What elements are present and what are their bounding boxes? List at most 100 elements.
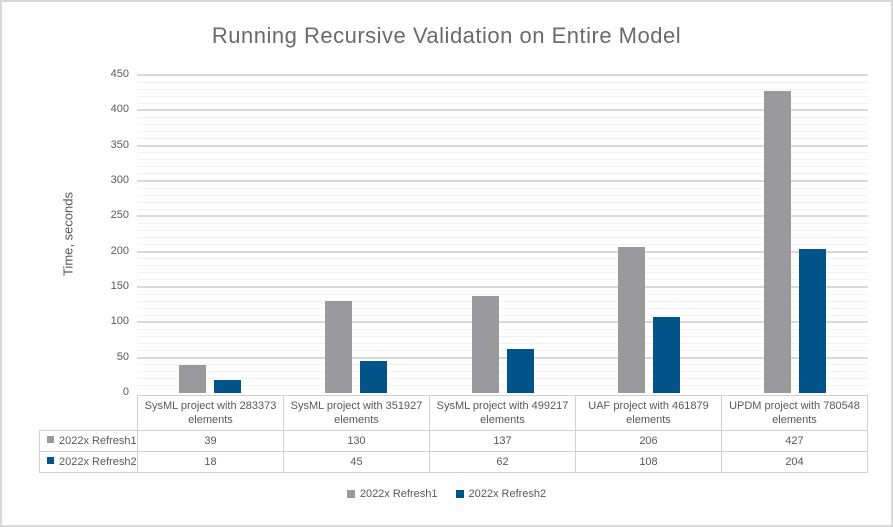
gridline-minor [137,173,868,175]
legend-marker-icon [455,490,464,498]
legend-label: 2022x Refresh2 [468,488,547,500]
gridline-major [137,356,868,359]
gridline-minor [137,138,868,140]
y-axis-ticks: 0 50 100 150 200 250 300 350 400 450 [2,68,133,398]
bar-2022x-refresh1 [763,91,791,393]
gridline-major [137,74,868,76]
value-cell: 427 [721,430,868,452]
gridline-minor [137,131,868,133]
gridline-minor [137,244,868,246]
gridline-major [137,286,868,288]
category-header: UAF project with 461879 elements [575,395,722,431]
gridline-minor [137,364,868,366]
gridline-minor [137,272,868,274]
table-corner [40,396,138,431]
value-cell: 130 [283,430,430,452]
table-row: 2022x Refresh1 39 130 137 206 427 [39,430,868,452]
gridline-minor [137,371,868,373]
gridline-minor [137,208,868,210]
plot-area [137,74,868,393]
gridline-minor [137,378,868,380]
bar-2022x-refresh1 [325,301,353,393]
table-row: 2022x Refresh2 18 45 62 108 204 [39,451,868,473]
value-cell: 204 [721,451,868,473]
bar-group [429,75,575,393]
bar-2022x-refresh1 [179,365,207,393]
legend-item: 2022x Refresh2 [455,488,547,500]
gridline-minor [137,102,868,104]
gridline-minor [137,123,868,125]
series-marker-icon [47,457,54,465]
value-cell: 108 [575,451,722,473]
gridlines [137,74,868,393]
data-table-body: SysML project with 283373 elements SysML … [39,395,868,473]
y-tick-label: 250 [110,209,129,222]
gridline-major [137,180,868,182]
gridline-minor [137,385,868,387]
value-cell: 62 [429,451,576,473]
y-tick-label: 200 [110,244,129,257]
y-tick-label: 0 [122,386,129,398]
gridline-minor [137,343,868,345]
legend-label: 2022x Refresh1 [359,488,438,500]
value-cell: 18 [137,451,284,473]
category-header: UPDM project with 780548 elements [721,395,868,431]
gridline-minor [137,194,868,196]
legend-item: 2022x Refresh1 [346,488,438,500]
series-label-cell: 2022x Refresh1 [39,430,138,452]
gridline-minor [137,300,868,302]
series-name: 2022x Refresh2 [59,455,137,468]
y-tick-label: 50 [116,350,129,363]
bar-group [137,75,283,393]
value-cell: 206 [575,430,722,452]
gridline-minor [137,88,868,90]
bar-group [722,75,868,393]
gridline-minor [137,201,868,203]
gridline-minor [137,335,868,337]
gridline-minor [137,222,868,224]
gridline-minor [137,81,868,83]
bar-group [576,75,722,393]
bar-2022x-refresh1 [471,296,499,393]
value-cell: 137 [429,430,576,452]
y-tick-label: 400 [110,103,129,116]
gridline-minor [137,187,868,189]
gridline-minor [137,116,868,118]
gridline-minor [137,237,868,239]
gridline-major [137,215,868,218]
gridline-minor [137,95,868,97]
gridline-minor [137,293,868,295]
gridline-major [137,109,868,112]
gridline-minor [137,258,868,260]
y-tick-label: 150 [110,280,129,292]
gridline-minor [137,265,868,267]
bar-2022x-refresh2 [506,349,534,393]
series-label-cell: 2022x Refresh2 [39,451,138,473]
gridline-major [137,321,868,324]
gridline-minor [137,229,868,231]
y-tick-label: 300 [110,174,129,186]
bar-2022x-refresh1 [617,247,645,393]
gridline-major [137,250,868,253]
category-header: SysML project with 283373 elements [137,395,284,431]
gridline-minor [137,159,868,161]
gridline-minor [137,166,868,168]
gridline-minor [137,279,868,281]
table-header-row: SysML project with 283373 elements SysML … [40,395,868,431]
category-header: SysML project with 351927 elements [283,395,430,431]
bar-group [283,75,429,393]
y-tick-label: 100 [110,315,129,328]
gridline-minor [137,152,868,154]
category-header: SysML project with 499217 elements [429,395,576,431]
value-cell: 39 [137,430,284,452]
value-cell: 45 [283,451,430,473]
y-tick-label: 350 [110,138,129,151]
gridline-minor [137,314,868,316]
chart-title: Running Recursive Validation on Entire M… [211,23,682,48]
legend: 2022x Refresh1 2022x Refresh2 [2,488,891,500]
bar-2022x-refresh2 [652,316,680,393]
legend-marker-icon [346,490,355,498]
gridline-minor [137,328,868,330]
series-name: 2022x Refresh1 [59,434,137,447]
